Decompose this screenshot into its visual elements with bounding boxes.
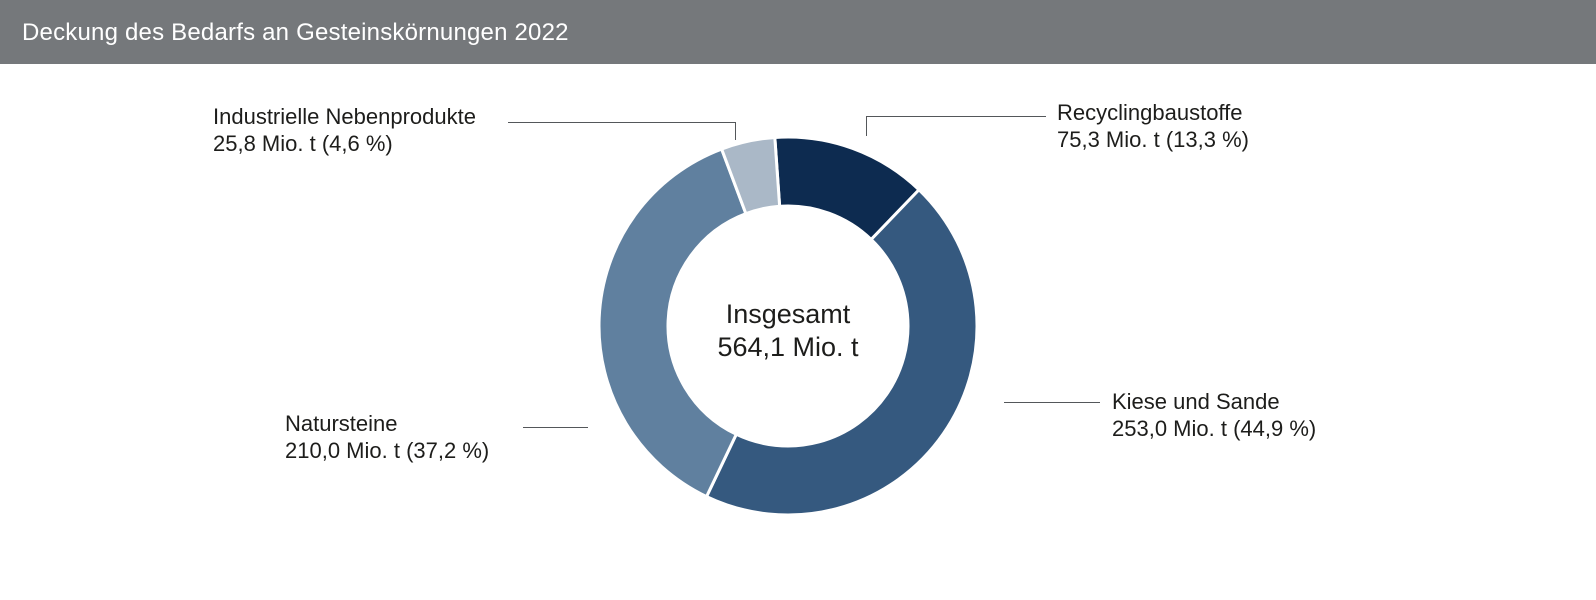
donut-segment-industrielle-nebenprodukte [719,135,782,216]
donut-chart [597,135,979,517]
label-natursteine-value: 210,0 Mio. t (37,2 %) [285,438,490,463]
center-label-total-word: Insgesamt [725,299,851,329]
leader-line-industrielle-nebenprodukte [508,122,736,140]
title-bar: Deckung des Bedarfs an Gesteinskörnungen… [0,0,1596,64]
page-title: Deckung des Bedarfs an Gesteinskörnungen… [22,19,569,46]
label-natursteine: Natursteine 210,0 Mio. t (37,2 %) [285,410,489,464]
label-recyclingbaustoffe-value: 75,3 Mio. t (13,3 %) [1057,127,1249,152]
leader-line-natursteine [523,427,588,428]
leader-line-kiese-und-sande [1004,402,1100,403]
label-kiese-und-sande-value: 253,0 Mio. t (44,9 %) [1112,416,1317,441]
label-industrielle-nebenprodukte-value: 25,8 Mio. t (4,6 %) [213,131,393,156]
center-label-total-value: 564,1 Mio. t [717,332,859,362]
donut-segment-natursteine [597,147,748,499]
label-kiese-und-sande: Kiese und Sande 253,0 Mio. t (44,9 %) [1112,388,1316,442]
label-industrielle-nebenprodukte: Industrielle Nebenprodukte 25,8 Mio. t (… [213,103,476,157]
donut-center-label: Insgesamt 564,1 Mio. t [638,298,938,364]
leader-line-recyclingbaustoffe [866,116,1046,136]
label-recyclingbaustoffe: Recyclingbaustoffe 75,3 Mio. t (13,3 %) [1057,99,1249,153]
label-industrielle-nebenprodukte-name: Industrielle Nebenprodukte [213,104,476,129]
label-recyclingbaustoffe-name: Recyclingbaustoffe [1057,100,1243,125]
label-natursteine-name: Natursteine [285,411,398,436]
label-kiese-und-sande-name: Kiese und Sande [1112,389,1280,414]
donut-segment-kiese-und-sande [704,187,979,517]
